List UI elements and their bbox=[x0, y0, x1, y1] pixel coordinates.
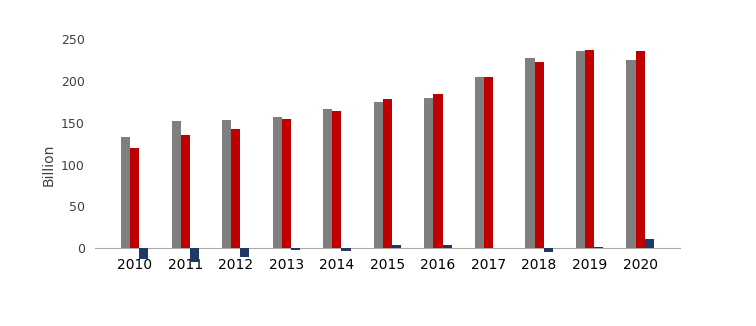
Bar bbox=[324, 109, 333, 248]
Bar bbox=[627, 60, 636, 248]
Bar bbox=[392, 245, 401, 248]
Bar bbox=[594, 247, 603, 248]
Bar bbox=[424, 98, 433, 248]
Bar bbox=[475, 77, 484, 248]
Bar bbox=[181, 135, 190, 248]
Bar bbox=[139, 248, 148, 259]
Bar bbox=[121, 137, 130, 248]
Bar bbox=[172, 121, 181, 248]
Y-axis label: Billion: Billion bbox=[42, 143, 55, 186]
Bar bbox=[282, 119, 291, 248]
Bar bbox=[585, 50, 594, 248]
Bar bbox=[576, 51, 585, 248]
Bar bbox=[645, 239, 654, 248]
Bar bbox=[273, 117, 282, 248]
Bar bbox=[222, 120, 231, 248]
Bar bbox=[240, 248, 249, 257]
Bar bbox=[291, 248, 300, 250]
Bar bbox=[190, 248, 199, 262]
Bar bbox=[442, 245, 451, 248]
Bar bbox=[383, 98, 392, 248]
Bar bbox=[342, 248, 351, 251]
Bar bbox=[333, 111, 342, 248]
Bar bbox=[231, 129, 240, 248]
Bar bbox=[636, 51, 645, 248]
Bar bbox=[484, 77, 493, 248]
Bar bbox=[373, 102, 383, 248]
Bar bbox=[130, 148, 139, 248]
Bar bbox=[525, 57, 534, 248]
Bar bbox=[544, 248, 553, 252]
Bar bbox=[534, 62, 544, 248]
Bar bbox=[433, 94, 442, 248]
